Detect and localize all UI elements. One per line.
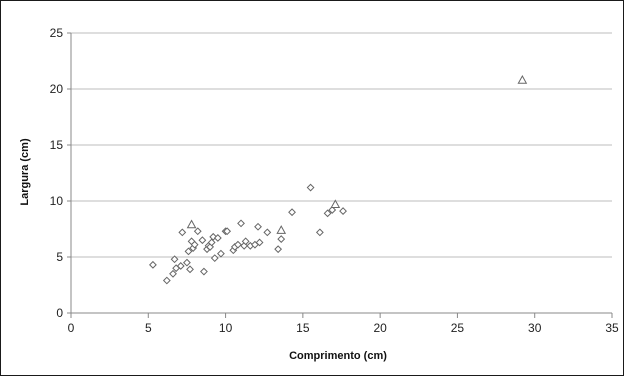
diamond-point (217, 249, 225, 258)
diamond-point (263, 228, 272, 237)
diamond-point (200, 267, 208, 276)
y-tick-label: 15 (50, 138, 64, 152)
x-tick-label: 5 (145, 321, 152, 335)
y-tick-label: 5 (56, 250, 63, 264)
x-tick-label: 30 (528, 321, 542, 335)
diamond-point (288, 208, 296, 217)
x-tick-label: 10 (219, 321, 233, 335)
diamond-point (277, 235, 286, 243)
diamond-point (328, 206, 337, 214)
x-tick-label: 0 (68, 321, 75, 335)
diamond-point (178, 228, 187, 237)
diamond-point (162, 276, 171, 285)
diamond-point (176, 262, 185, 270)
diamond-point (323, 209, 332, 218)
x-tick-label: 25 (451, 321, 465, 335)
diamond-point (306, 183, 315, 192)
y-tick-label: 25 (50, 26, 64, 40)
diamond-point (186, 265, 194, 274)
y-tick-label: 0 (56, 306, 63, 320)
triangle-point (330, 199, 341, 209)
diamond-point (210, 254, 219, 263)
diamond-point (193, 227, 202, 236)
diamond-point (223, 227, 232, 236)
diamond-point (254, 222, 262, 231)
triangle-point (276, 225, 287, 234)
diamond-point (241, 237, 250, 246)
diamond-point (213, 234, 222, 242)
x-tick-label: 15 (296, 321, 310, 335)
x-tick-label: 35 (605, 321, 619, 335)
y-tick-label: 20 (50, 82, 64, 96)
x-tick-label: 20 (373, 321, 387, 335)
diamond-point (169, 269, 177, 278)
diamond-point (315, 228, 324, 237)
diamond-point (234, 240, 242, 249)
diamond-point (190, 240, 199, 249)
diamond-point (170, 255, 179, 264)
y-tick-label: 10 (50, 194, 64, 208)
diamond-point (184, 247, 193, 256)
diamond-point (339, 207, 347, 215)
x-axis-title: Comprimento (cm) (289, 350, 387, 362)
diamond-point (198, 236, 207, 245)
triangle-point (186, 219, 197, 229)
diamond-point (274, 245, 283, 254)
diamond-point (149, 260, 157, 269)
diamond-point (255, 238, 264, 247)
diamond-point (183, 258, 191, 267)
diamond-point (207, 238, 216, 247)
y-axis-title: Largura (cm) (19, 138, 31, 206)
diamond-point (237, 219, 245, 228)
triangle-point (517, 75, 528, 84)
